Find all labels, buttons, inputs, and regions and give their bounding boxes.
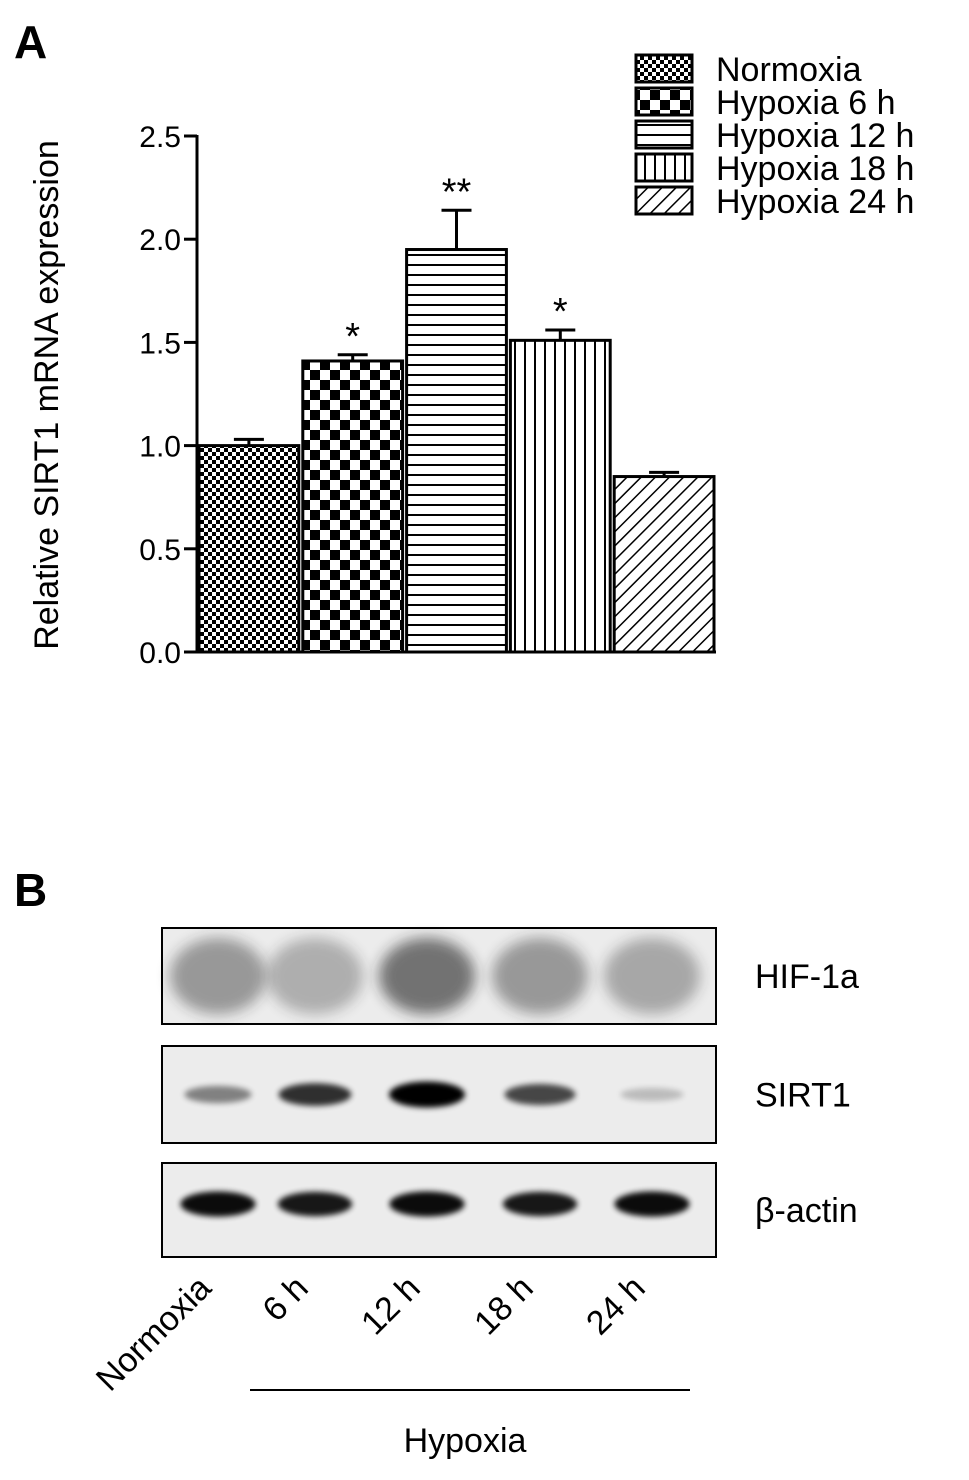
y-tick-label: 0.5 [139, 534, 181, 567]
legend-label: Hypoxia 18 h [716, 150, 914, 188]
significance-mark: ** [442, 171, 472, 213]
lane-label: Normoxia [89, 1269, 219, 1399]
row-label: SIRT1 [755, 1077, 851, 1115]
legend-label: Normoxia [716, 51, 862, 89]
lane-label: 6 h [255, 1269, 315, 1329]
significance-mark: * [553, 291, 568, 333]
bar [197, 444, 301, 654]
group-label: Hypoxia [404, 1422, 527, 1460]
blot-band [180, 1191, 256, 1217]
blot-band [504, 1083, 576, 1106]
legend-swatch [634, 53, 694, 84]
blot-band [184, 1085, 252, 1104]
bar [612, 475, 716, 654]
western-blot: HIF-1a SIRT1 β-actin Normoxia 6 h 12 h 18 h 24 … [89, 927, 859, 1460]
blot-band [389, 1191, 465, 1217]
legend-swatch [634, 185, 694, 216]
blot-band [620, 1087, 684, 1102]
y-axis-title: Relative SIRT1 mRNA expression [28, 140, 66, 650]
blot-band [170, 938, 266, 1014]
legend-label: Hypoxia 12 h [716, 117, 914, 155]
panel-label: A [14, 16, 47, 68]
lane-label: 18 h [467, 1269, 541, 1343]
blot-band [502, 1191, 578, 1217]
legend-label: Hypoxia 6 h [716, 84, 896, 122]
row-label: β-actin [755, 1192, 858, 1230]
blot-band [614, 1191, 690, 1217]
legend-label: Hypoxia 24 h [716, 183, 914, 221]
blot-band [389, 1081, 465, 1108]
lane-label: 12 h [354, 1269, 428, 1343]
legend-swatch [634, 86, 694, 117]
row-label: HIF-1a [755, 958, 859, 996]
legend-swatch [634, 152, 694, 183]
bar [508, 338, 612, 654]
lane-label: 24 h [579, 1269, 653, 1343]
y-tick-label: 1.5 [139, 327, 181, 360]
bar [301, 359, 405, 654]
blot-band [267, 938, 363, 1014]
bar [405, 248, 508, 654]
blot-band [278, 1083, 352, 1106]
y-tick-label: 0.0 [139, 637, 181, 670]
blot-band [492, 938, 588, 1014]
legend-swatch [634, 119, 694, 150]
blot-band [604, 938, 700, 1014]
y-tick-label: 2.5 [139, 121, 181, 154]
y-tick-label: 1.0 [139, 431, 181, 464]
blot-band [379, 938, 475, 1014]
significance-mark: * [345, 316, 360, 358]
y-tick-label: 2.0 [139, 224, 181, 257]
blot-band [277, 1191, 353, 1217]
panel-label: B [14, 864, 47, 916]
